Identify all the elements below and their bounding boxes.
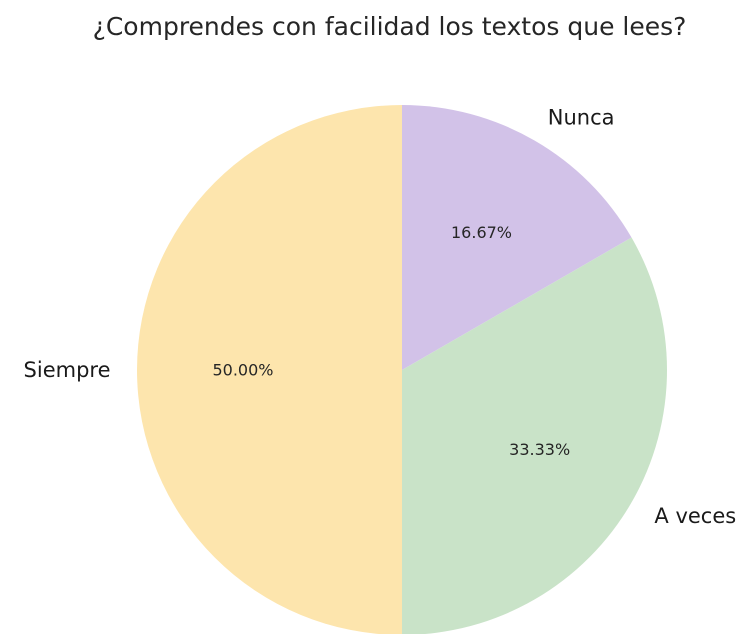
pie-labels: 16.67% Nunca 33.33% A veces 50.00% Siempre [24, 106, 737, 528]
pie-slices [137, 105, 667, 634]
pie-slice-nunca [402, 105, 632, 370]
category-label-a-veces: A veces [654, 504, 736, 528]
chart-title: ¿Comprendes con facilidad los textos que… [92, 12, 687, 41]
percent-label-siempre: 50.00% [212, 361, 273, 380]
percent-label-nunca: 16.67% [451, 223, 512, 242]
percent-label-a-veces: 33.33% [509, 440, 570, 459]
pie-slice-siempre [137, 105, 402, 634]
category-label-nunca: Nunca [548, 106, 615, 130]
category-label-siempre: Siempre [24, 358, 111, 382]
pie-slice-a-veces [402, 237, 667, 634]
